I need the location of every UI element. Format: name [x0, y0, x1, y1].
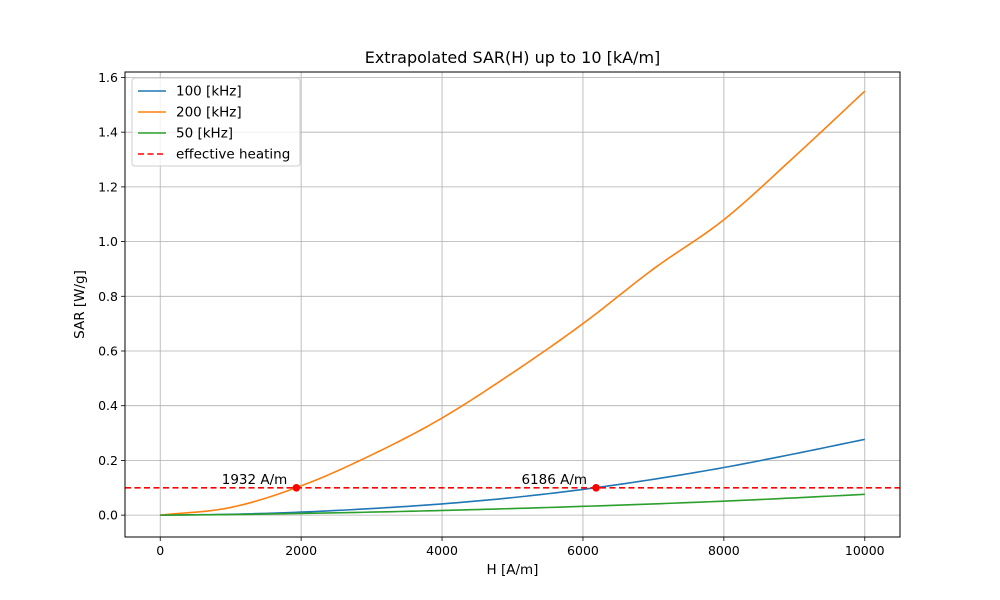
- legend-label-1: 200 [kHz]: [176, 105, 242, 121]
- y-tick-label: 0.4: [98, 398, 118, 413]
- legend: 100 [kHz] 200 [kHz] 50 [kHz] effective heat…: [131, 77, 301, 167]
- x-tick-label: 2000: [285, 543, 317, 558]
- legend-label-0: 100 [kHz]: [176, 84, 242, 100]
- y-tick-label: 1.2: [98, 179, 118, 194]
- y-axis-label: SAR [W/g]: [72, 270, 88, 339]
- y-tick-label: 0.2: [98, 453, 118, 468]
- x-tick-label: 0: [156, 543, 164, 558]
- y-axis: 0.0 0.2 0.4 0.6 0.8 1.0 1.2 1.4 1.6: [98, 70, 125, 523]
- x-tick-label: 6000: [567, 543, 599, 558]
- annotation-label-1: 6186 A/m: [521, 472, 587, 488]
- annotation-point-0: [292, 483, 301, 492]
- y-tick-label: 1.0: [98, 234, 118, 249]
- annotation-point-1: [592, 483, 600, 492]
- grid: [125, 72, 900, 537]
- x-axis: 0 2000 4000 6000 8000 10000: [156, 537, 885, 558]
- y-tick-label: 1.6: [98, 70, 118, 85]
- legend-box: [131, 77, 301, 167]
- series-line-0: [160, 438, 865, 516]
- annotation-label-0: 1932 A/m: [222, 472, 288, 488]
- x-axis-label: H [A/m]: [487, 562, 539, 578]
- x-tick-label: 8000: [708, 543, 740, 558]
- y-tick-label: 0.8: [98, 289, 118, 304]
- y-tick-label: 0.0: [98, 508, 118, 523]
- x-tick-label: 4000: [426, 543, 458, 558]
- plot-frame: [124, 71, 901, 538]
- annotations: 1932 A/m 6186 A/m: [222, 472, 600, 492]
- legend-label-2: 50 [kHz]: [176, 126, 233, 142]
- plot-lines: [125, 90, 900, 516]
- chart-title: Extrapolated SAR(H) up to 10 [kA/m]: [365, 48, 661, 67]
- y-tick-label: 1.4: [98, 125, 118, 140]
- x-tick-label: 10000: [845, 543, 885, 558]
- legend-label-3: effective heating: [176, 147, 290, 163]
- series-line-2: [160, 493, 865, 516]
- y-tick-label: 0.6: [98, 344, 118, 359]
- series-line-1: [160, 90, 866, 516]
